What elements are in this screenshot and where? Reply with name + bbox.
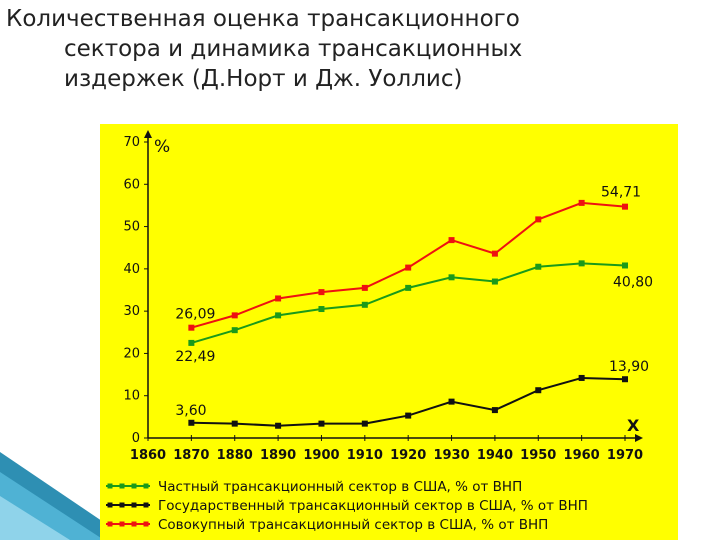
data-point bbox=[231, 327, 238, 334]
x-tick-label: 1960 bbox=[564, 448, 600, 463]
y-tick-label: 30 bbox=[123, 304, 140, 319]
data-point bbox=[361, 420, 368, 427]
data-point bbox=[491, 407, 498, 414]
legend-swatch-marker bbox=[107, 483, 113, 489]
annotations-group: 26,09 22,49 3,60 54,71 40,80 13,90 bbox=[175, 185, 653, 419]
x-tick-label: 1890 bbox=[260, 448, 296, 463]
data-point bbox=[231, 312, 238, 319]
x-axis-label: X bbox=[627, 416, 640, 435]
y-tick-label: 70 bbox=[123, 135, 140, 150]
annotation-red-end: 54,71 bbox=[601, 185, 641, 201]
slide-title-line-2: сектора и динамика трансакционных bbox=[64, 36, 523, 62]
legend-item-2: Государственный трансакционный сектор в … bbox=[106, 498, 588, 514]
data-point bbox=[188, 339, 195, 346]
y-tick-label: 50 bbox=[123, 220, 140, 235]
data-point bbox=[275, 422, 282, 429]
annotation-red-start: 26,09 bbox=[175, 307, 215, 323]
data-point bbox=[622, 262, 628, 269]
legend-swatch-marker bbox=[131, 483, 137, 489]
data-point bbox=[622, 376, 628, 383]
data-point bbox=[578, 260, 585, 267]
chart-panel: 0 10 20 30 40 50 60 70% 1860 1870 1880 1890 1900 1910… bbox=[100, 124, 678, 540]
legend-swatch-marker bbox=[107, 521, 113, 527]
annotation-black-start: 3,60 bbox=[175, 403, 206, 419]
x-tick-label: 1940 bbox=[477, 448, 513, 463]
legend-label: Государственный трансакционный сектор в … bbox=[158, 498, 588, 514]
legend-label: Частный трансакционный сектор в США, % о… bbox=[158, 479, 522, 495]
series-group bbox=[188, 199, 628, 429]
slide-title: Количественная оценка трансакционного се… bbox=[6, 4, 706, 94]
y-axis-label: % bbox=[154, 137, 170, 157]
data-point bbox=[578, 199, 585, 206]
data-point bbox=[578, 374, 585, 381]
y-tick-label: 40 bbox=[123, 262, 140, 277]
x-tick-label: 1910 bbox=[347, 448, 383, 463]
y-tick-label: 10 bbox=[123, 389, 140, 404]
data-point bbox=[318, 420, 325, 427]
data-point bbox=[361, 301, 368, 308]
legend-swatch-marker bbox=[119, 483, 125, 489]
data-point bbox=[361, 284, 368, 291]
data-point bbox=[275, 295, 282, 302]
decorative-corner-shape bbox=[0, 452, 130, 540]
data-point bbox=[491, 278, 498, 285]
y-axis-arrow bbox=[144, 130, 152, 138]
series-line bbox=[191, 262, 626, 344]
data-point bbox=[188, 324, 195, 331]
data-point bbox=[535, 387, 542, 394]
x-tick-label: 1880 bbox=[217, 448, 253, 463]
series-2 bbox=[188, 374, 628, 429]
data-point bbox=[188, 419, 195, 426]
legend-swatch-marker bbox=[143, 502, 149, 508]
data-point bbox=[405, 284, 412, 291]
slide-title-line-1: Количественная оценка трансакционного bbox=[6, 6, 520, 32]
legend-swatch-marker bbox=[131, 521, 137, 527]
x-tick-label: 1930 bbox=[433, 448, 469, 463]
legend: Частный трансакционный сектор в США, % о… bbox=[106, 479, 588, 533]
x-tick-label: 1860 bbox=[130, 448, 166, 463]
data-point bbox=[275, 312, 282, 319]
data-point bbox=[231, 420, 238, 427]
data-point bbox=[535, 216, 542, 223]
legend-swatch-marker bbox=[107, 502, 113, 508]
axes: 0 10 20 30 40 50 60 70 % 1860 1870 1880 1890 1900 1910… bbox=[123, 130, 643, 463]
legend-item-3: Совокупный трансакционный сектор в США, … bbox=[106, 517, 548, 533]
x-axis-arrow bbox=[635, 434, 643, 442]
data-point bbox=[448, 237, 455, 244]
legend-label: Совокупный трансакционный сектор в США, … bbox=[158, 517, 548, 533]
legend-item-1: Частный трансакционный сектор в США, % о… bbox=[106, 479, 522, 495]
x-tick-label: 1870 bbox=[173, 448, 209, 463]
series-1 bbox=[188, 260, 628, 346]
legend-swatch-marker bbox=[131, 502, 137, 508]
x-tick-label: 1970 bbox=[607, 448, 643, 463]
y-tick-label: 60 bbox=[123, 177, 140, 192]
line-chart: 0 10 20 30 40 50 60 70 % 1860 1870 1880 1890 1900 1910… bbox=[106, 130, 653, 533]
data-point bbox=[491, 250, 498, 257]
y-tick-label: 20 bbox=[123, 346, 140, 361]
x-tick-label: 1950 bbox=[520, 448, 556, 463]
data-point bbox=[448, 398, 455, 405]
data-point bbox=[622, 203, 628, 210]
data-point bbox=[535, 263, 542, 270]
legend-swatch-marker bbox=[143, 521, 149, 527]
data-point bbox=[318, 289, 325, 296]
data-point bbox=[405, 264, 412, 271]
series-3 bbox=[188, 199, 628, 331]
legend-swatch-marker bbox=[119, 521, 125, 527]
data-point bbox=[448, 274, 455, 281]
data-point bbox=[405, 412, 412, 419]
y-tick-label: 0 bbox=[132, 431, 140, 446]
annotation-green-end: 40,80 bbox=[613, 274, 653, 290]
slide-title-line-3: издержек (Д.Норт и Дж. Уоллис) bbox=[64, 66, 463, 92]
annotation-green-start: 22,49 bbox=[175, 349, 215, 365]
legend-swatch-marker bbox=[143, 483, 149, 489]
x-tick-label: 1900 bbox=[303, 448, 339, 463]
data-point bbox=[318, 306, 325, 313]
annotation-black-end: 13,90 bbox=[609, 359, 649, 375]
x-tick-label: 1920 bbox=[390, 448, 426, 463]
legend-swatch-marker bbox=[119, 502, 125, 508]
